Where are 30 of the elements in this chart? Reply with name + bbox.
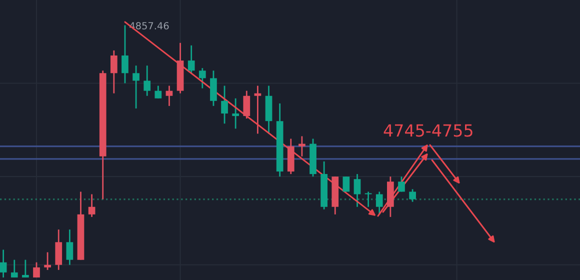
candlestick — [354, 173, 361, 208]
candlestick — [364, 191, 372, 208]
candlestick — [254, 85, 262, 134]
candlestick — [144, 64, 151, 97]
candlestick — [66, 228, 74, 266]
candlestick — [0, 249, 7, 278]
annotation: 4745-4755 — [384, 124, 472, 137]
candlestick — [221, 85, 228, 124]
candlestick — [55, 228, 62, 271]
candlestick — [166, 85, 173, 107]
candlestick — [22, 259, 29, 278]
candlestick — [110, 50, 118, 94]
annotation: 4857.46 — [130, 22, 169, 30]
candlestick — [210, 70, 217, 107]
candlestick — [409, 188, 416, 202]
candlestick — [88, 194, 96, 218]
candlestick — [33, 262, 40, 278]
candlestick — [154, 85, 162, 100]
candlestick — [132, 64, 140, 110]
candlestick — [342, 176, 350, 192]
candlestick — [298, 136, 306, 158]
candlestick — [243, 90, 250, 120]
candlestick — [122, 24, 128, 84]
candlestick — [10, 259, 18, 278]
candlestick — [232, 98, 240, 130]
candlestick — [376, 191, 383, 216]
candlestick — [188, 44, 195, 74]
candlestick — [198, 67, 206, 89]
candlestick — [44, 252, 51, 271]
candlestick — [398, 176, 405, 192]
